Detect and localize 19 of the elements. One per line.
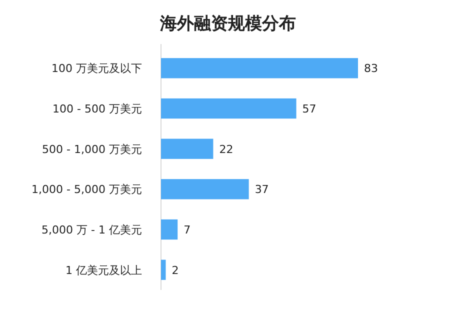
data-label: 83	[364, 62, 378, 76]
data-label: 57	[302, 102, 316, 116]
data-label: 22	[219, 142, 234, 156]
y-tick-label: 1,000 - 5,000 万美元	[32, 183, 142, 196]
bar	[161, 98, 296, 119]
y-tick-label: 1 亿美元及以上	[66, 264, 142, 277]
y-tick-label: 5,000 万 - 1 亿美元	[42, 224, 142, 236]
bar	[161, 179, 249, 200]
bar	[161, 219, 178, 240]
chart-title: 海外融资规模分布	[159, 14, 296, 34]
y-tick-label: 100 - 500 万美元	[52, 102, 142, 116]
y-tick-label: 500 - 1,000 万美元	[42, 142, 142, 156]
bar	[161, 138, 214, 159]
y-tick-label: 100 万美元及以下	[52, 62, 142, 76]
data-label: 37	[254, 183, 269, 196]
bar	[161, 58, 358, 78]
bar	[161, 260, 166, 280]
data-label: 2	[172, 264, 179, 277]
data-label: 7	[184, 224, 191, 236]
